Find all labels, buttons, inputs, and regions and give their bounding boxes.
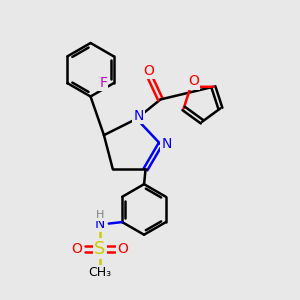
Text: S: S bbox=[94, 240, 106, 258]
Text: N: N bbox=[161, 137, 172, 151]
Text: CH₃: CH₃ bbox=[88, 266, 111, 279]
Text: N: N bbox=[134, 109, 144, 123]
Text: O: O bbox=[72, 242, 83, 256]
Text: O: O bbox=[117, 242, 128, 256]
Text: H: H bbox=[96, 210, 104, 220]
Text: F: F bbox=[99, 76, 107, 90]
Text: N: N bbox=[95, 217, 105, 231]
Text: O: O bbox=[188, 74, 199, 88]
Text: O: O bbox=[143, 64, 154, 78]
